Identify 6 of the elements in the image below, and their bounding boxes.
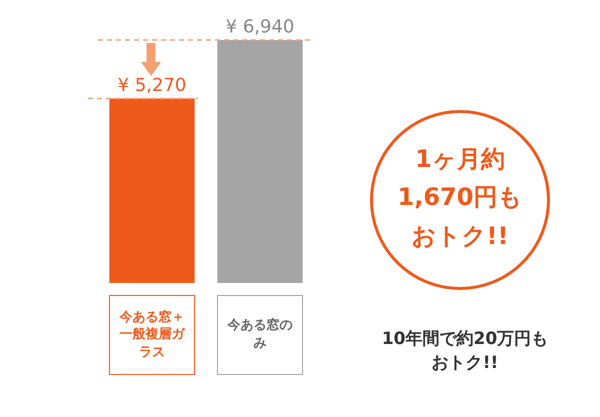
data-label: ¥ 5,270 [118, 75, 186, 96]
text: 1ヶ月約1,670円もおトク!! [396, 144, 524, 252]
x-tick-label: 今ある窓＋一般複層ガラス [109, 295, 195, 375]
text: 10年間で約20万円もおトク!! [380, 328, 550, 375]
x-tick-label: 今ある窓のみ [217, 295, 303, 375]
data-label: ¥ 6,940 [226, 16, 294, 38]
